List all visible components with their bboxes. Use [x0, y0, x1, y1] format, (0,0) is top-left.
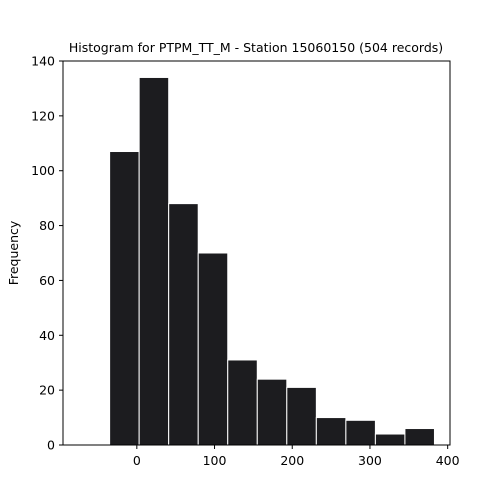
x-tick-label: 300 — [358, 453, 382, 468]
x-axis: 0 100 200 300 400 — [133, 445, 460, 468]
x-tick-label: 0 — [133, 453, 141, 468]
y-tick-label: 120 — [31, 108, 55, 123]
histogram-bar-2 — [168, 203, 199, 446]
y-axis-label: Frequency — [6, 220, 21, 285]
y-tick-label: 60 — [39, 273, 55, 288]
x-tick-label: 100 — [203, 453, 227, 468]
histogram-bar-0 — [109, 151, 140, 446]
histogram-bar-6 — [286, 386, 317, 446]
x-tick-label: 400 — [436, 453, 460, 468]
x-tick-label: 200 — [280, 453, 304, 468]
y-tick-label: 0 — [47, 438, 55, 453]
histogram-bar-8 — [345, 419, 376, 446]
plot-frame — [62, 60, 451, 446]
histogram-bar-3 — [197, 252, 229, 446]
histogram-bar-7 — [315, 417, 347, 446]
y-tick-label: 140 — [31, 54, 55, 69]
y-tick-label: 80 — [39, 218, 55, 233]
y-tick-label: 20 — [39, 383, 55, 398]
histogram-bar-1 — [138, 76, 170, 446]
bars-group — [109, 76, 435, 446]
chart-title: Histogram for PTPM_TT_M - Station 150601… — [69, 40, 443, 55]
histogram-bar-5 — [256, 378, 288, 446]
histogram-bar-10 — [404, 428, 435, 446]
y-tick-label: 100 — [31, 163, 55, 178]
histogram-bar-4 — [227, 359, 258, 446]
y-tick-label: 40 — [39, 328, 55, 343]
histogram-bar-9 — [374, 433, 406, 446]
y-axis: 0 20 40 60 80 100 120 140 — [31, 54, 63, 453]
